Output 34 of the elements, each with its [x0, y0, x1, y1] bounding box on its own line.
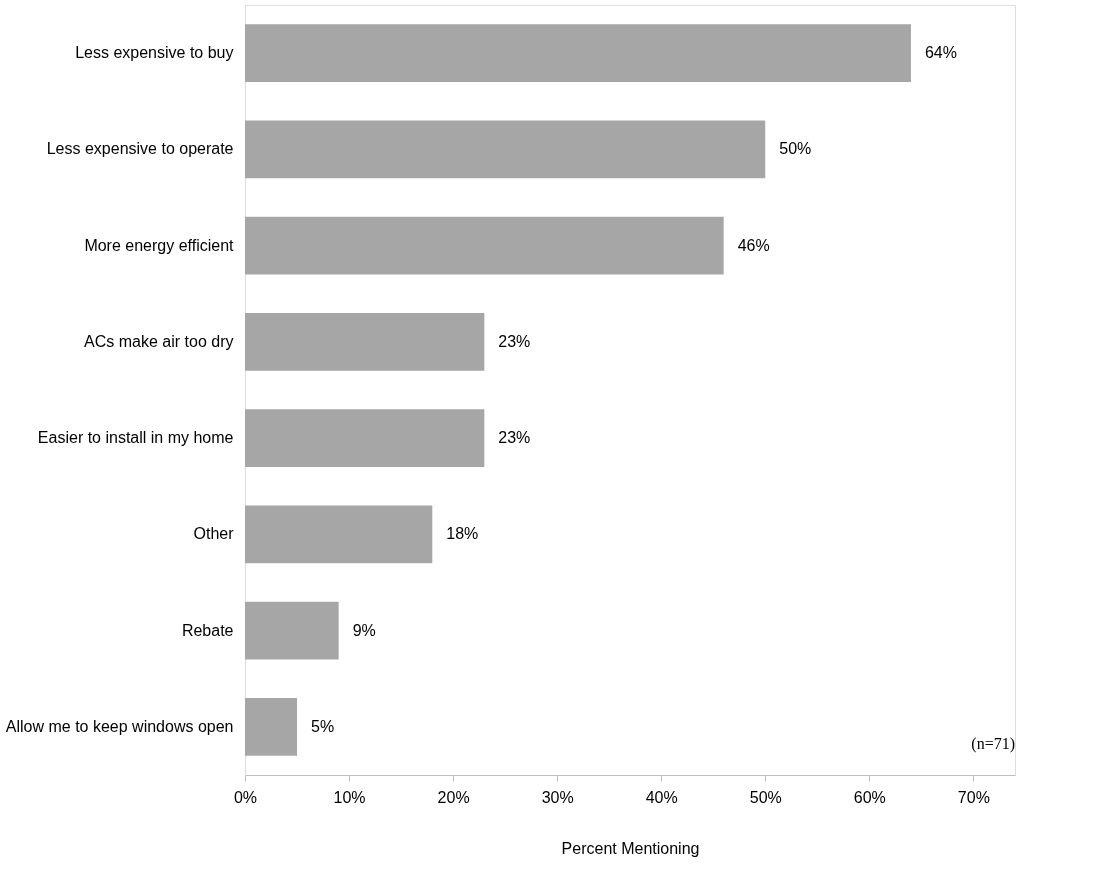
x-tick-label: 20%	[437, 788, 470, 806]
data-label: 5%	[311, 717, 335, 735]
y-tick-label: Other	[193, 525, 235, 543]
x-axis-title: Percent Mentioning	[561, 839, 700, 857]
bar	[245, 24, 911, 82]
data-label: 46%	[737, 236, 770, 254]
x-tick-label: 60%	[853, 788, 886, 806]
y-tick-label: More energy efficient	[84, 236, 235, 254]
bar	[245, 216, 724, 275]
y-tick-label: Easier to install in my home	[37, 429, 234, 447]
y-tick-label: ACs make air too dry	[84, 332, 234, 350]
x-tick-label: 40%	[645, 788, 678, 806]
x-tick-label: 0%	[233, 788, 258, 806]
y-tick-label: Less expensive to operate	[46, 140, 234, 158]
x-tick-label: 10%	[333, 788, 366, 806]
x-tick-label: 30%	[541, 788, 574, 806]
data-label: 9%	[352, 621, 376, 639]
data-label: 18%	[446, 525, 479, 543]
y-tick-label: Less expensive to buy	[75, 44, 234, 62]
x-tick-label: 50%	[749, 788, 782, 806]
y-tick-label: Allow me to keep windows open	[5, 717, 234, 735]
y-tick-label: Rebate	[181, 621, 234, 639]
bar	[245, 505, 433, 564]
data-label: 50%	[779, 140, 812, 158]
x-tick-label: 70%	[957, 788, 990, 806]
bar	[245, 313, 485, 371]
annotation: (n=71)	[971, 735, 1015, 754]
bar	[245, 698, 298, 756]
data-label: 23%	[498, 429, 531, 447]
bar	[245, 409, 485, 467]
data-label: 64%	[924, 44, 957, 62]
bar	[245, 120, 766, 179]
bar	[245, 601, 339, 660]
data-label: 23%	[498, 332, 531, 350]
